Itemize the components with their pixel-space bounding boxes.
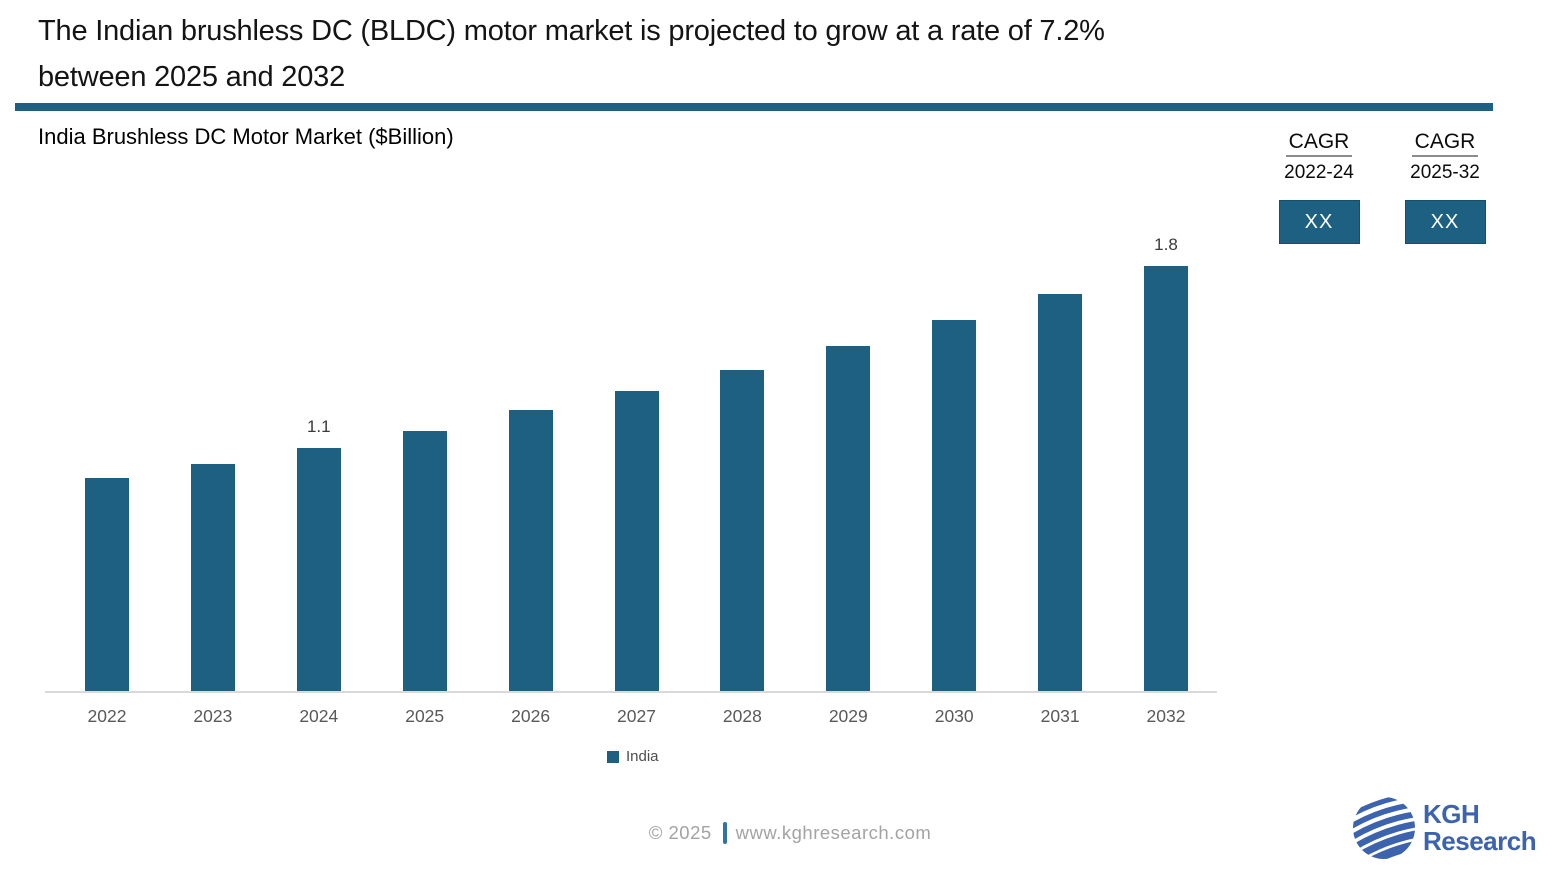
page-title-line-1: The Indian brushless DC (BLDC) motor mar… (38, 15, 1105, 47)
footer-website: www.kghresearch.com (735, 822, 932, 843)
bar-2030 (932, 320, 977, 691)
logo-text: KGH Research (1423, 799, 1537, 856)
x-tick-2022: 2022 (87, 706, 127, 726)
cagr-panel: CAGR 2022-24 XX CAGR 2025-32 XX (1278, 130, 1486, 244)
chart-legend: India (607, 748, 659, 765)
footer: © 2025 www.kghresearch.com (520, 822, 1060, 844)
data-label-2024: 1.1 (306, 417, 331, 436)
bar-2027 (614, 391, 659, 691)
x-tick-2026: 2026 (511, 706, 551, 726)
cagr-period: 2025-32 (1410, 162, 1480, 183)
globe-icon (1350, 794, 1418, 862)
cagr-value-box: XX (1404, 200, 1486, 244)
bar-2024 (296, 448, 341, 691)
bar-2029 (826, 346, 871, 691)
x-tick-2025: 2025 (405, 706, 445, 726)
x-axis-line (45, 691, 1217, 693)
cagr-col-2022-24: CAGR 2022-24 XX (1278, 130, 1360, 244)
cagr-period: 2022-24 (1284, 162, 1354, 183)
page-title: The Indian brushless DC (BLDC) motor mar… (38, 8, 1105, 100)
x-tick-2029: 2029 (828, 706, 868, 726)
bar-2022 (85, 478, 129, 691)
title-divider (15, 103, 1493, 111)
chart-title: India Brushless DC Motor Market ($Billio… (38, 124, 454, 149)
cagr-label: CAGR (1411, 130, 1479, 157)
footer-separator-bar (722, 822, 727, 844)
bar-2025 (402, 431, 447, 691)
data-label-2032: 1.8 (1154, 235, 1178, 254)
x-tick-2031: 2031 (1040, 706, 1080, 726)
footer-copyright: © 2025 (648, 822, 712, 843)
x-tick-2032: 2032 (1146, 706, 1186, 726)
kgh-logo: KGH Research (1350, 794, 1537, 862)
logo-line-1: KGH (1423, 799, 1480, 829)
x-tick-2023: 2023 (193, 706, 233, 726)
bar-2032 (1144, 266, 1188, 691)
x-tick-2024: 2024 (299, 706, 339, 726)
legend-label-india: India (626, 748, 659, 765)
legend-swatch-india (607, 750, 619, 763)
bar-2028 (720, 370, 765, 691)
cagr-value-box: XX (1278, 200, 1360, 244)
page-title-line-2: between 2025 and 2032 (38, 61, 346, 93)
cagr-value: XX (1304, 210, 1334, 233)
bar-2023 (190, 464, 235, 691)
cagr-value: XX (1430, 210, 1460, 233)
x-tick-2027: 2027 (617, 706, 656, 726)
cagr-label: CAGR (1285, 130, 1353, 157)
bar-2031 (1038, 294, 1083, 691)
cagr-col-2025-32: CAGR 2025-32 XX (1404, 130, 1486, 244)
x-tick-2030: 2030 (934, 706, 974, 726)
logo-line-2: Research (1423, 826, 1537, 856)
bar-2026 (508, 410, 553, 691)
x-tick-2028: 2028 (722, 706, 762, 726)
